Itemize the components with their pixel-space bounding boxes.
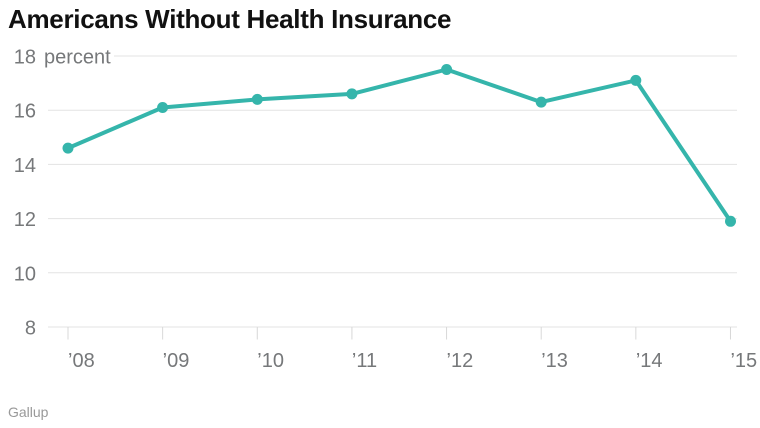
uninsured-trend-line	[66, 67, 733, 224]
x-axis-tick-label: ’12	[447, 350, 474, 372]
source-attribution: Gallup	[8, 404, 49, 420]
data-point	[535, 96, 547, 108]
x-axis-tick-label: ’15	[730, 350, 757, 372]
x-axis-tick-label: ’11	[352, 350, 377, 372]
data-point	[630, 74, 642, 86]
data-point	[157, 102, 169, 113]
x-axis-tick-label: ’13	[541, 350, 568, 372]
x-axis-tick-label: ’09	[163, 350, 190, 372]
y-axis-tick-label: 12	[14, 209, 36, 231]
y-axis-unit-label: percent	[44, 47, 111, 69]
y-axis-tick-label: 8	[25, 318, 36, 340]
y-axis-tick-label: 16	[14, 101, 36, 123]
y-axis-tick-label: 14	[14, 155, 36, 177]
x-axis-tick-label: ’10	[257, 350, 284, 372]
data-point	[725, 215, 736, 227]
x-axis-tick-label: ’14	[636, 350, 663, 372]
data-point	[441, 64, 453, 75]
data-point	[346, 88, 358, 100]
data-point	[251, 93, 263, 105]
chart-title: Americans Without Health Insurance	[8, 4, 452, 34]
y-axis-tick-label: 10	[14, 263, 36, 285]
y-axis-tick-label: 18	[14, 47, 36, 69]
data-point	[62, 142, 74, 154]
x-axis-tick-label: ’08	[68, 350, 95, 372]
